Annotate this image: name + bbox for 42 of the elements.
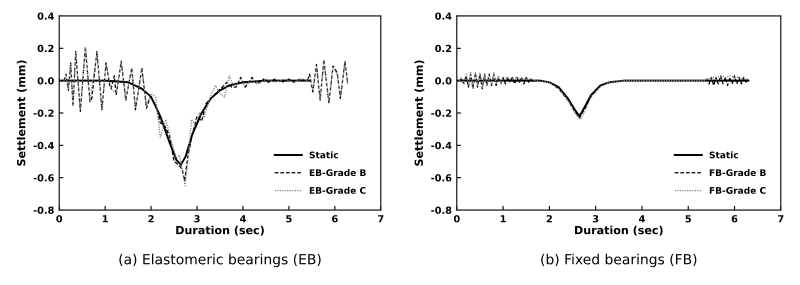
y-tick-label: 0.0 [435,77,452,84]
x-tick-label: 5 [686,215,691,222]
y-tick-label: -0.8 [34,206,54,214]
y-tick-label: -0.2 [431,109,452,117]
x-tick-label: 1 [500,215,506,222]
legend-label: EB-Grade B [310,169,366,176]
x-tick-label: 5 [286,215,292,222]
x-tick-label: 7 [778,215,784,222]
x-tick-label: 3 [592,215,598,222]
y-tick-label: 0.2 [38,44,54,52]
x-tick-label: 2 [148,215,154,222]
x-tick-label: 2 [546,215,552,222]
legend-label: Static [310,151,338,158]
x-tick-label: 1 [102,215,108,222]
legend-label: FB-Grade C [710,186,766,194]
y-axis-title: Settlement (mm) [16,60,27,166]
y-axis-title: Settlement (mm) [414,60,424,166]
y-tick-label: 0.4 [38,12,54,20]
x-tick-label: 0 [56,215,62,222]
x-axis-title: Duration (sec) [176,226,264,236]
text: (b) Fixed bearings (FB) [541,254,696,268]
x-tick-label: 7 [378,215,384,222]
legend-label: FB-Grade B [710,169,766,176]
y-tick-label: -0.6 [34,174,54,182]
text: (a) Elastomeric bearings (EB) [119,254,321,268]
x-tick-label: 6 [732,215,738,222]
legend-label: Static [710,151,738,158]
x-tick-label: 6 [332,215,338,222]
y-tick-label: -0.4 [34,142,54,150]
legend-label: EB-Grade C [310,186,366,194]
x-tick-label: 4 [639,215,645,222]
y-tick-label: -0.2 [34,109,54,117]
y-tick-label: -0.6 [431,174,452,182]
x-axis-title: Duration (sec) [575,226,663,236]
y-tick-label: -0.8 [431,206,452,214]
y-tick-label: 0.2 [435,44,452,52]
y-tick-label: 0.0 [38,77,54,84]
x-tick-label: 3 [194,215,200,222]
x-tick-label: 4 [240,215,246,222]
y-tick-label: -0.4 [431,142,452,150]
y-tick-label: 0.4 [435,12,452,20]
x-tick-label: 0 [454,215,460,222]
